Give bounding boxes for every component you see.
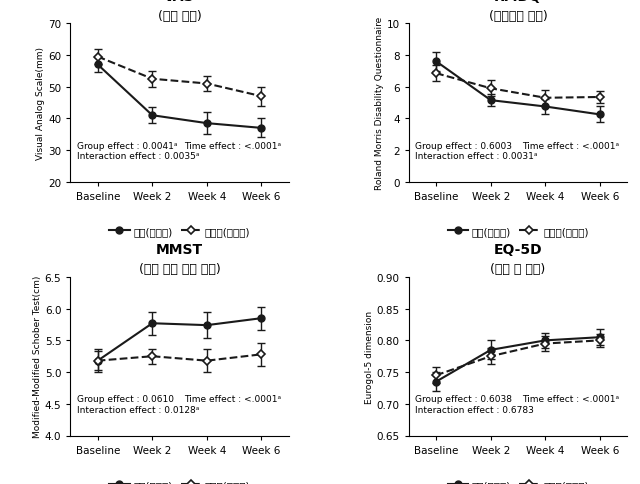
- Text: Time effect : <.0001ᵃ: Time effect : <.0001ᵃ: [522, 394, 620, 404]
- Text: VAS: VAS: [164, 0, 195, 4]
- Legend: 도침(실험군), 일반침(대조군): 도침(실험군), 일반침(대조군): [105, 223, 254, 241]
- Legend: 도침(실험군), 일반침(대조군): 도침(실험군), 일반침(대조군): [444, 223, 593, 241]
- Text: EQ-5D: EQ-5D: [493, 243, 542, 257]
- Text: (관절 가동 범위 지수): (관절 가동 범위 지수): [139, 263, 220, 276]
- Text: (기능장애 지수): (기능장애 지수): [489, 10, 547, 23]
- Text: Group effect : 0.6038
Interaction effect : 0.6783: Group effect : 0.6038 Interaction effect…: [415, 394, 534, 414]
- Text: Group effect : 0.6003
Interaction effect : 0.0031ᵃ: Group effect : 0.6003 Interaction effect…: [415, 141, 538, 161]
- Legend: 도침(실험군), 일반침(대조군): 도침(실험군), 일반침(대조군): [444, 476, 593, 484]
- Y-axis label: Roland Morris Disability Questionnaire: Roland Morris Disability Questionnaire: [375, 17, 384, 190]
- Y-axis label: Visual Analog Scale(mm): Visual Analog Scale(mm): [36, 47, 45, 160]
- Text: Time effect : <.0001ᵃ: Time effect : <.0001ᵃ: [522, 141, 620, 150]
- Text: Time effect : <.0001ᵃ: Time effect : <.0001ᵃ: [184, 394, 281, 404]
- Text: (통증 지수): (통증 지수): [157, 10, 202, 23]
- Text: Group effect : 0.0610
Interaction effect : 0.0128ᵃ: Group effect : 0.0610 Interaction effect…: [77, 394, 199, 414]
- Y-axis label: Modified-Modified Schober Test(cm): Modified-Modified Schober Test(cm): [33, 275, 42, 438]
- Text: Time effect : <.0001ᵃ: Time effect : <.0001ᵃ: [184, 141, 281, 150]
- Text: Group effect : 0.0041ᵃ
Interaction effect : 0.0035ᵃ: Group effect : 0.0041ᵃ Interaction effec…: [77, 141, 200, 161]
- Text: RMDQ: RMDQ: [494, 0, 542, 4]
- Y-axis label: Eurogol-5 dimension: Eurogol-5 dimension: [365, 310, 374, 403]
- Text: (삶의 질 지수): (삶의 질 지수): [490, 263, 546, 276]
- Text: MMST: MMST: [156, 243, 203, 257]
- Legend: 도침(실험군), 일반침(대조군): 도침(실험군), 일반침(대조군): [105, 476, 254, 484]
